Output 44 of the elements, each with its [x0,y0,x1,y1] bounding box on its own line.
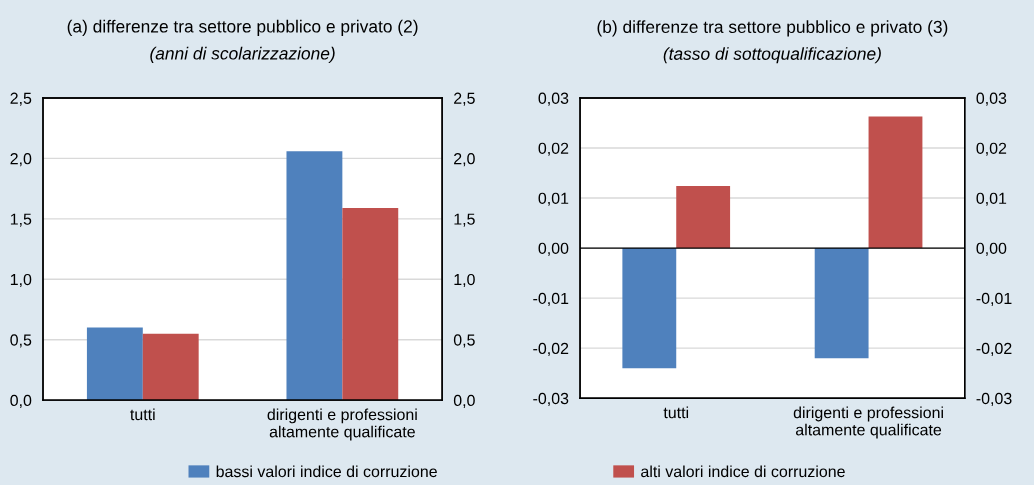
chart-title: (a) differenze tra settore pubblico e privato (2) [67,19,418,37]
y-tick-label: 0,00 [538,242,569,256]
y-tick-label: 0,03 [538,92,569,106]
bar [814,248,869,359]
bar [142,333,199,401]
x-tick-label: dirigenti e professioni altamente qualificate [267,408,417,441]
y2-tick-label: -0,02 [976,342,1012,356]
y2-tick-label: 2,0 [454,153,475,167]
y2-tick-label: 0,03 [976,92,1007,106]
y2-tick-label: 0,5 [453,334,475,348]
y-tick-label: 0,5 [10,334,32,348]
y-tick-label: -0,02 [533,342,569,356]
legend-label: bassi valori indice di corruzione [216,465,437,478]
chart-title: (b) differenze tra settore pubblico e privato (3) [597,20,948,37]
y-tick-label: 1,5 [10,213,32,227]
y2-tick-label: 2,5 [454,92,475,106]
y-tick-label: -0,03 [533,392,569,407]
y2-tick-label: 1,0 [454,273,475,288]
bar [286,151,343,401]
x-tick-label: tutti [130,408,155,421]
y2-tick-label: 0,02 [976,142,1007,156]
y2-tick-label: -0,01 [976,292,1012,306]
x-tick-label: dirigenti e professioni altamente qualificate [793,406,943,439]
bar [868,116,923,249]
y-tick-label: -0,01 [533,292,569,306]
bar [676,186,731,249]
bar [342,207,399,401]
y2-tick-label: 1,5 [454,213,475,227]
bar [622,248,677,369]
chart-subtitle: (tasso di sottoqualificazione) [663,47,881,64]
y2-tick-label: 0,0 [453,394,475,408]
y-tick-label: 2,0 [10,153,32,167]
y2-tick-label: 0,00 [976,242,1007,256]
y-tick-label: 2,5 [10,92,32,106]
y-tick-label: 0,02 [538,142,569,156]
y-tick-label: 0,01 [538,192,569,206]
x-tick-label: tutti [663,406,689,419]
bar [86,327,143,401]
y2-tick-label: 0,01 [976,192,1007,206]
legend-label: alti valori indice di corruzione [641,465,845,478]
y2-tick-label: -0,03 [976,392,1012,407]
y-tick-label: 0,0 [10,394,32,408]
chart-subtitle: (anni di scolarizzazione) [150,46,335,64]
y-tick-label: 1,0 [10,273,32,288]
